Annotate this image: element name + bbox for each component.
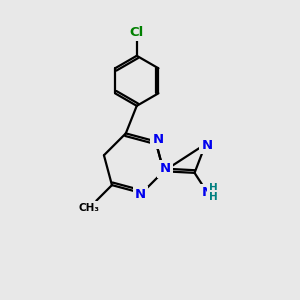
Text: H: H bbox=[209, 183, 218, 193]
Text: N: N bbox=[160, 162, 171, 176]
Text: N: N bbox=[135, 188, 146, 201]
Text: Cl: Cl bbox=[130, 26, 144, 39]
Text: H: H bbox=[209, 192, 218, 202]
Text: N: N bbox=[202, 139, 213, 152]
Text: N: N bbox=[152, 134, 164, 146]
Text: CH₃: CH₃ bbox=[79, 203, 100, 213]
Text: N: N bbox=[202, 186, 213, 199]
